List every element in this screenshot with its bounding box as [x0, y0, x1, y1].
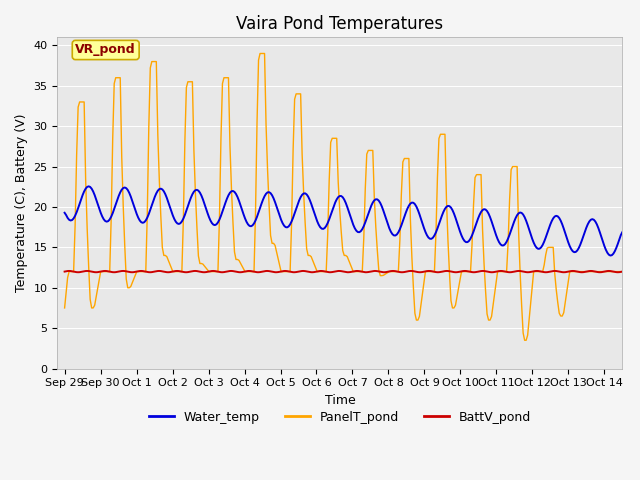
X-axis label: Time: Time [324, 394, 355, 407]
Text: VR_pond: VR_pond [76, 44, 136, 57]
Y-axis label: Temperature (C), Battery (V): Temperature (C), Battery (V) [15, 114, 28, 292]
Legend: Water_temp, PanelT_pond, BattV_pond: Water_temp, PanelT_pond, BattV_pond [143, 406, 536, 429]
Title: Vaira Pond Temperatures: Vaira Pond Temperatures [236, 15, 444, 33]
